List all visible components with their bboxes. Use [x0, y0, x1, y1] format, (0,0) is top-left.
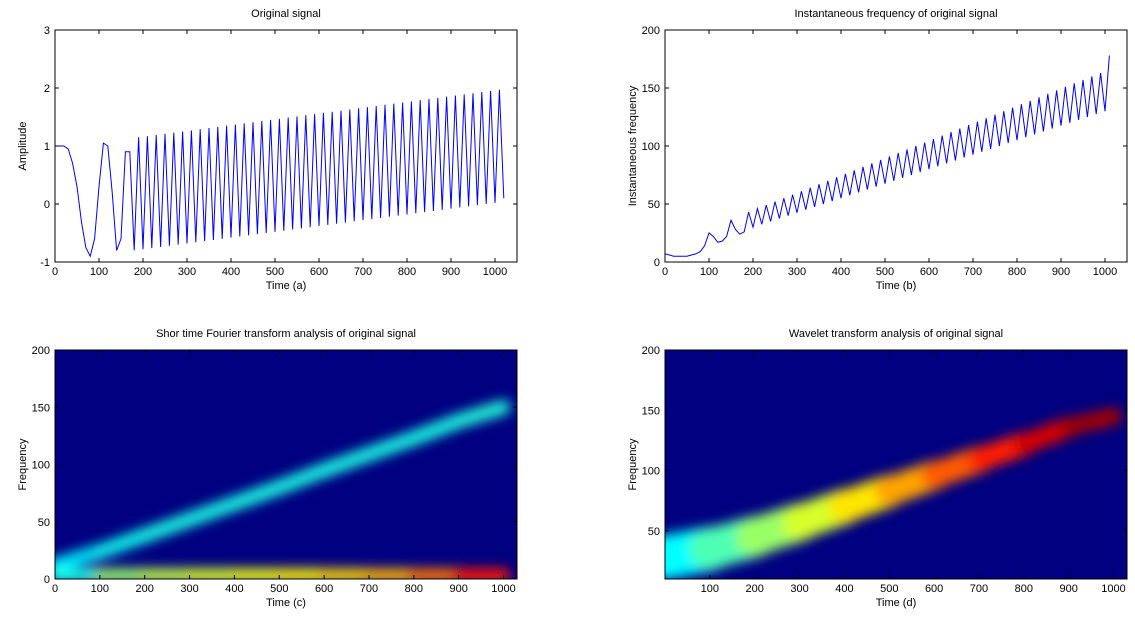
ridge-segment [272, 463, 332, 495]
x-tick-label: 900 [1052, 266, 1070, 278]
y-tick-label: 150 [642, 405, 660, 417]
y-tick-label: -1 [40, 257, 50, 269]
subplot: 100 200 300 400 500 600 700 800 900 1000 50 100 150 2… [627, 328, 1128, 609]
axes-box [664, 349, 1128, 580]
x-tick-label: 600 [925, 583, 943, 595]
x-tick-label: 800 [1008, 266, 1026, 278]
subplot: 0 100 200 300 400 500 600 700 800 900 1000-10123Or… [17, 8, 518, 292]
x-tick-label: 700 [964, 266, 982, 278]
y-tick-label: 150 [642, 83, 660, 95]
y-axis-label: Instantaneous frequency [627, 85, 639, 206]
x-tick-label: 1000 [491, 583, 515, 595]
x-tick-label: 200 [746, 583, 764, 595]
y-tick-label: 2 [44, 83, 50, 95]
ridge-segment [137, 512, 197, 543]
x-axis-label: Time (b) [876, 280, 917, 292]
ridge-segment [361, 431, 421, 462]
x-tick-label: 400 [835, 583, 853, 595]
y-tick-label: 50 [38, 517, 50, 529]
x-tick-label: 0 [52, 583, 58, 595]
heatmap-ridges [665, 407, 1123, 579]
x-tick-label: 700 [360, 583, 378, 595]
x-axis-label: Time (d) [876, 597, 917, 609]
x-tick-label: 700 [354, 266, 372, 278]
x-tick-label: 400 [832, 266, 850, 278]
x-axis-label: Time (c) [266, 597, 306, 609]
x-tick-label: 800 [405, 583, 423, 595]
x-tick-label: 100 [701, 583, 719, 595]
x-tick-label: 400 [222, 266, 240, 278]
x-tick-label: 600 [310, 266, 328, 278]
y-tick-label: 200 [642, 25, 660, 37]
y-tick-label: 200 [32, 345, 50, 357]
ridge-segment [406, 413, 466, 446]
ridge-segment [227, 480, 287, 511]
x-tick-label: 200 [136, 583, 154, 595]
y-tick-label: 100 [32, 460, 50, 472]
x-tick-label: 500 [880, 583, 898, 595]
ridge-group [665, 407, 1123, 579]
y-tick-label: 200 [642, 345, 660, 357]
y-tick-label: 3 [44, 25, 50, 37]
subplot: 0 100 200 300 400 500 600 700 800 900 1000 0 50 100 15… [627, 8, 1128, 292]
x-tick-label: 1000 [483, 266, 507, 278]
y-tick-label: 50 [648, 199, 660, 211]
subplot: 0 100 200 300 400 500 600 700 800 900 1000 0 50 100 15… [17, 328, 518, 609]
x-tick-label: 300 [180, 583, 198, 595]
chart-title: Shor time Fourier transform analysis of … [156, 328, 416, 340]
x-tick-label: 900 [442, 266, 460, 278]
x-tick-label: 100 [91, 583, 109, 595]
x-tick-label: 500 [266, 266, 284, 278]
x-tick-label: 400 [225, 583, 243, 595]
chart-title: Instantaneous frequency of original sign… [794, 8, 997, 20]
y-tick-label: 150 [32, 402, 50, 414]
y-tick-label: 100 [642, 141, 660, 153]
ridge-segment [55, 544, 107, 573]
ridge-segment [182, 496, 242, 527]
ridge-segment [451, 400, 511, 428]
x-tick-label: 300 [790, 583, 808, 595]
ridge-segment [92, 528, 152, 559]
x-axis-label: Time (a) [266, 280, 307, 292]
y-tick-label: 0 [654, 257, 660, 269]
x-tick-label: 0 [662, 266, 668, 278]
x-tick-label: 600 [920, 266, 938, 278]
x-tick-label: 200 [134, 266, 152, 278]
chart-title: Original signal [251, 8, 321, 20]
x-tick-label: 500 [270, 583, 288, 595]
signal-line [55, 89, 505, 258]
x-tick-label: 100 [90, 266, 108, 278]
x-tick-label: 800 [1015, 583, 1033, 595]
x-tick-label: 300 [178, 266, 196, 278]
ridge-segment [1060, 407, 1123, 436]
x-tick-label: 900 [450, 583, 468, 595]
y-axis-label: Frequency [627, 438, 639, 490]
x-tick-label: 800 [398, 266, 416, 278]
x-tick-label: 200 [744, 266, 762, 278]
y-tick-label: 100 [642, 466, 660, 478]
ridge-segment [317, 447, 376, 478]
x-tick-label: 300 [788, 266, 806, 278]
x-tick-label: 1000 [1101, 583, 1125, 595]
y-tick-label: 1 [44, 141, 50, 153]
signal-line [665, 55, 1110, 257]
heatmap-ridges [55, 400, 511, 579]
x-tick-label: 600 [315, 583, 333, 595]
y-tick-label: 0 [44, 199, 50, 211]
x-tick-label: 0 [52, 266, 58, 278]
axes-box [54, 29, 518, 263]
y-axis-label: Frequency [17, 438, 29, 490]
y-tick-label: 0 [44, 574, 50, 586]
ridge-group [55, 400, 511, 579]
x-tick-label: 100 [700, 266, 718, 278]
x-tick-label: 700 [970, 583, 988, 595]
chart-title: Wavelet transform analysis of original s… [789, 328, 1003, 340]
y-axis-label: Amplitude [17, 122, 29, 171]
y-tick-label: 50 [648, 526, 660, 538]
x-tick-label: 500 [876, 266, 894, 278]
x-tick-label: 900 [1060, 583, 1078, 595]
x-tick-label: 1000 [1093, 266, 1117, 278]
